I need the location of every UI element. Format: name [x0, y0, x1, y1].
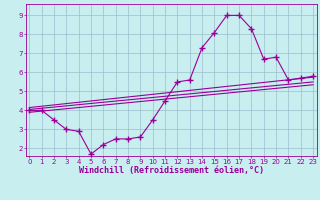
- X-axis label: Windchill (Refroidissement éolien,°C): Windchill (Refroidissement éolien,°C): [79, 166, 264, 175]
